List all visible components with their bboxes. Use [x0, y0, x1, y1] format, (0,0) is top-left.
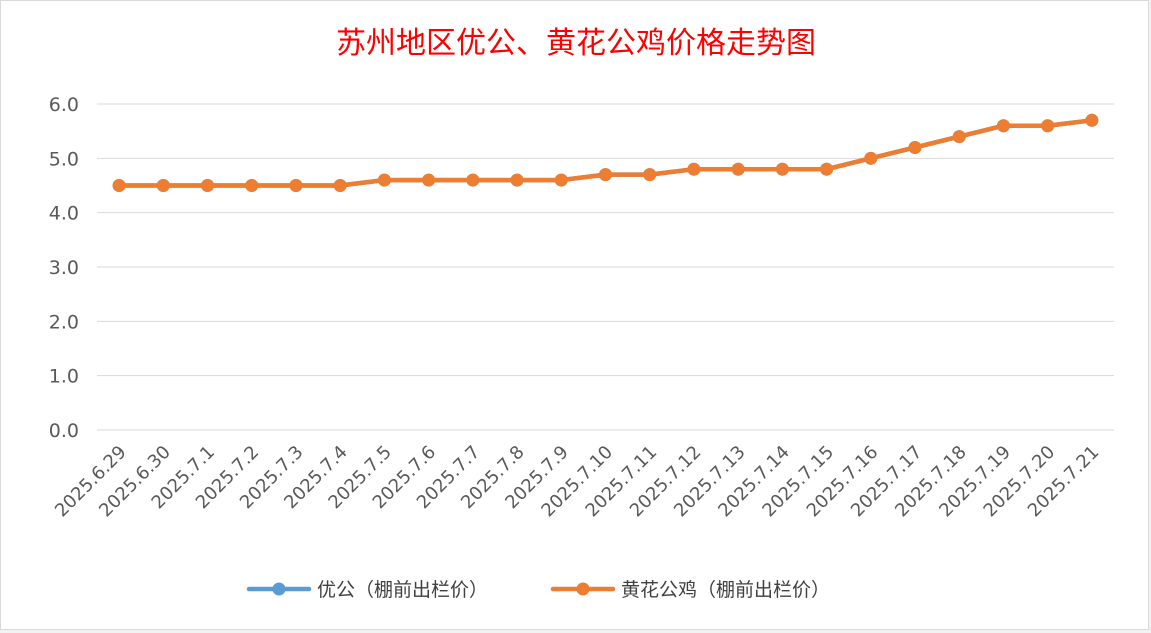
data-point — [687, 162, 701, 176]
data-point — [289, 179, 303, 192]
data-point — [996, 119, 1010, 133]
data-point — [112, 179, 126, 192]
data-point — [820, 162, 834, 176]
x-axis-ticks: 2025.6.292025.6.302025.7.12025.7.22025.7… — [51, 442, 1103, 522]
legend-label: 优公（棚前出栏价） — [317, 579, 488, 601]
gridlines — [97, 103, 1114, 431]
series-1 — [112, 113, 1099, 192]
legend-entry: 优公（棚前出栏价） — [246, 579, 488, 601]
chart-title: 苏州地区优公、黄花公鸡价格走势图 — [336, 26, 816, 61]
y-tick-label: 2.0 — [49, 311, 79, 333]
data-point — [864, 151, 878, 165]
data-point — [422, 173, 436, 187]
legend: 优公（棚前出栏价） 黄花公鸡（棚前出栏价） — [246, 579, 830, 601]
y-tick-label: 4.0 — [49, 203, 79, 225]
series-lines — [112, 113, 1099, 192]
legend-marker — [576, 582, 590, 596]
data-point — [952, 130, 966, 144]
data-point — [377, 173, 391, 187]
data-point — [245, 179, 259, 192]
data-point — [731, 162, 745, 176]
y-tick-label: 5.0 — [49, 148, 79, 170]
data-point — [908, 140, 922, 154]
data-point — [510, 173, 524, 187]
data-point — [554, 173, 568, 187]
data-point — [643, 168, 657, 182]
data-point — [599, 168, 612, 182]
data-point — [1041, 119, 1055, 133]
y-axis-ticks: 0.0 1.0 2.0 3.0 4.0 5.0 6.0 — [49, 94, 79, 442]
data-point — [201, 179, 215, 192]
legend-label: 黄花公鸡（棚前出栏价） — [621, 579, 830, 601]
data-point — [1085, 113, 1099, 127]
y-tick-label: 0.0 — [49, 420, 79, 442]
y-tick-label: 6.0 — [49, 94, 79, 116]
data-point — [466, 173, 480, 187]
data-point — [775, 162, 789, 176]
data-point — [333, 179, 347, 192]
legend-entry: 黄花公鸡（棚前出栏价） — [550, 579, 830, 601]
legend-marker — [272, 582, 286, 596]
data-point — [156, 179, 170, 192]
y-tick-label: 3.0 — [49, 257, 79, 279]
y-tick-label: 1.0 — [49, 366, 79, 388]
